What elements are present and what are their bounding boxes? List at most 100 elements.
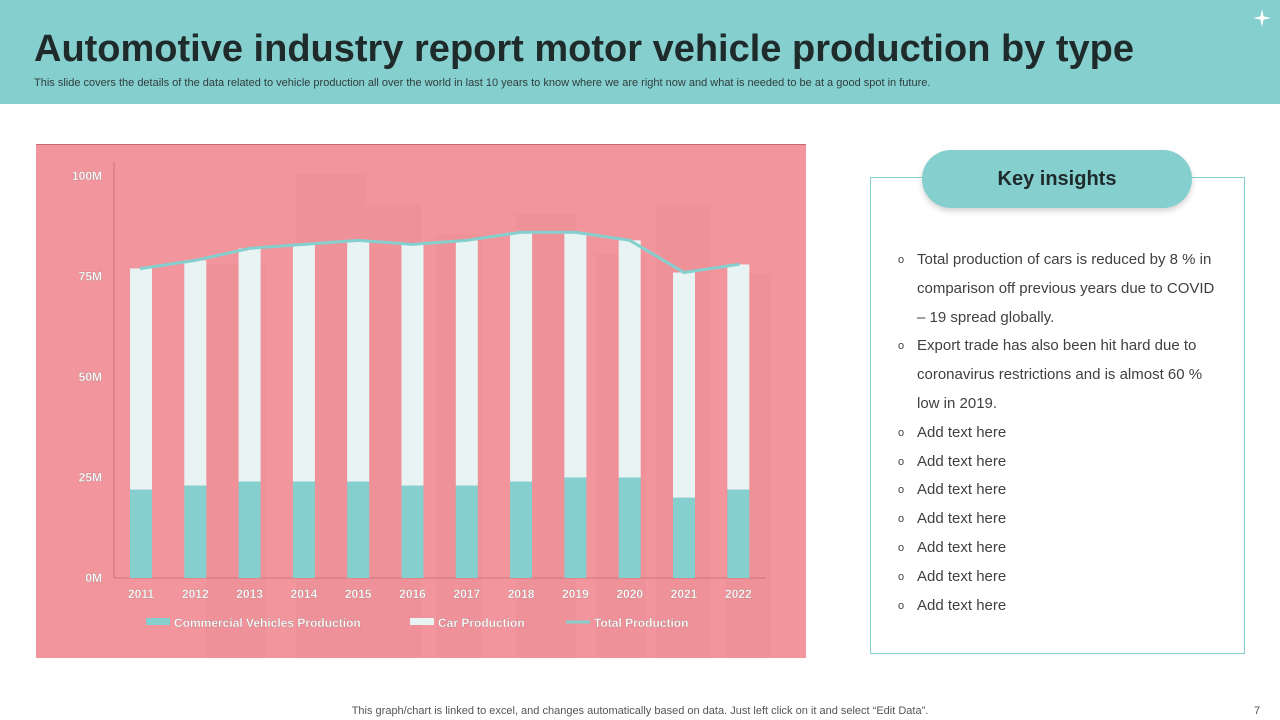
commercial-bar bbox=[564, 477, 587, 578]
car-bar bbox=[238, 248, 261, 482]
car-bar bbox=[510, 232, 533, 482]
y-tick-label: 75M bbox=[79, 270, 102, 284]
total-production-line bbox=[140, 230, 739, 274]
page-number: 7 bbox=[1254, 705, 1261, 717]
insight-item: o Add text here bbox=[898, 505, 1218, 534]
legend-swatch bbox=[410, 618, 434, 625]
page-subtitle: This slide covers the details of the dat… bbox=[34, 77, 931, 89]
insight-text: Add text here bbox=[917, 567, 1007, 585]
commercial-bar bbox=[401, 485, 424, 578]
sparkle-icon bbox=[1253, 9, 1271, 27]
insights-title: Key insights bbox=[997, 167, 1117, 190]
production-chart: 0M 25M 50M 75M 100M 2011 2012 2013 2014 2015 2016 2… bbox=[72, 162, 771, 658]
commercial-bar bbox=[455, 485, 478, 578]
legend-label: Total Production bbox=[594, 616, 688, 630]
y-tick-label: 50M bbox=[79, 370, 102, 384]
bullet-circle-icon: o bbox=[898, 541, 905, 554]
bullet-circle-icon: o bbox=[898, 570, 905, 583]
car-bar bbox=[130, 268, 152, 490]
insight-item: o Add text here bbox=[898, 419, 1218, 448]
insight-text: Export trade has also been hit hard due … bbox=[917, 337, 1203, 412]
commercial-bar bbox=[727, 489, 750, 578]
insight-item: o Add text here bbox=[898, 534, 1218, 563]
x-tick-label: 2016 bbox=[399, 587, 426, 601]
insight-text: Add text here bbox=[917, 452, 1007, 470]
x-tick-label: 2012 bbox=[182, 587, 209, 601]
car-bar bbox=[673, 272, 695, 498]
chart-border bbox=[36, 144, 806, 145]
header-bar: Automotive industry report motor vehicle… bbox=[0, 0, 1280, 104]
total-production-point bbox=[628, 238, 632, 242]
commercial-bar bbox=[510, 481, 533, 578]
bullet-circle-icon: o bbox=[898, 455, 905, 468]
bullet-circle-icon: o bbox=[898, 484, 905, 497]
x-tick-label: 2019 bbox=[562, 587, 589, 601]
insights-heading: Key insights bbox=[922, 150, 1192, 208]
car-bar bbox=[455, 240, 478, 486]
x-tick-label: 2018 bbox=[508, 587, 535, 601]
total-production-point bbox=[682, 270, 686, 274]
car-bar bbox=[727, 264, 750, 490]
x-tick-label: 2013 bbox=[236, 587, 263, 601]
commercial-bar bbox=[292, 481, 315, 578]
car-bar bbox=[618, 240, 641, 478]
insight-item: o Add text here bbox=[898, 448, 1218, 477]
commercial-bar bbox=[673, 497, 695, 578]
total-production-point bbox=[193, 258, 197, 262]
y-tick-label: 25M bbox=[79, 471, 102, 485]
total-production-point bbox=[519, 230, 523, 234]
legend-label: Car Production bbox=[438, 616, 525, 630]
insights-panel bbox=[870, 177, 1245, 654]
commercial-bar bbox=[130, 489, 152, 578]
x-tick-label: 2020 bbox=[616, 587, 643, 601]
total-production-point bbox=[139, 266, 143, 270]
total-production-point bbox=[302, 242, 306, 246]
car-bar bbox=[564, 232, 587, 478]
x-tick-label: 2022 bbox=[725, 587, 752, 601]
x-tick-label: 2021 bbox=[671, 587, 698, 601]
insight-item: o Add text here bbox=[898, 476, 1218, 505]
x-tick-label: 2015 bbox=[345, 587, 372, 601]
bullet-circle-icon: o bbox=[898, 599, 905, 612]
car-bar bbox=[401, 244, 424, 486]
car-bar bbox=[347, 240, 370, 482]
insight-text: Add text here bbox=[917, 596, 1007, 614]
insight-text: Add text here bbox=[917, 510, 1007, 528]
commercial-bar bbox=[347, 481, 370, 578]
total-production-point bbox=[356, 238, 360, 242]
footer-note-text: This graph/chart is linked to excel, and… bbox=[351, 705, 929, 717]
insight-text: Add text here bbox=[917, 538, 1007, 556]
page-title: Automotive industry report motor vehicle… bbox=[34, 28, 1134, 70]
bullet-circle-icon: o bbox=[898, 426, 905, 439]
legend-label: Commercial Vehicles Production bbox=[174, 616, 361, 630]
y-tick-label: 0M bbox=[85, 571, 102, 585]
legend-swatch bbox=[146, 618, 170, 625]
insight-text: Total production of cars is reduced by 8… bbox=[917, 251, 1215, 326]
commercial-bar bbox=[238, 481, 261, 578]
total-production-point bbox=[248, 246, 252, 250]
footer-note: This graph/chart is linked to excel, and… bbox=[0, 705, 1280, 717]
bullet-circle-icon: o bbox=[898, 513, 905, 526]
bullet-circle-icon: o bbox=[898, 254, 905, 266]
insight-item: o Add text here bbox=[898, 592, 1218, 621]
car-bar bbox=[184, 260, 207, 486]
total-production-point bbox=[411, 242, 414, 246]
insights-list: o Total production of cars is reduced by … bbox=[898, 246, 1218, 620]
y-tick-label: 100M bbox=[72, 169, 102, 183]
insight-text: Add text here bbox=[917, 481, 1007, 499]
total-production-point bbox=[573, 230, 577, 234]
bullet-circle-icon: o bbox=[898, 340, 905, 353]
x-tick-label: 2011 bbox=[128, 587, 154, 601]
insight-item: o Total production of cars is reduced by … bbox=[898, 246, 1218, 332]
x-tick-label: 2014 bbox=[291, 587, 318, 601]
commercial-bar bbox=[184, 485, 207, 578]
insight-item: o Export trade has also been hit hard due… bbox=[898, 332, 1218, 418]
insight-item: o Add text here bbox=[898, 563, 1218, 592]
commercial-bar bbox=[618, 477, 641, 578]
insight-text: Add text here bbox=[917, 423, 1007, 441]
total-production-point bbox=[465, 238, 469, 242]
total-production-point bbox=[736, 262, 740, 266]
chart-container[interactable]: 0M 25M 50M 75M 100M 2011 2012 2013 2014 2015 2016 2… bbox=[36, 144, 806, 658]
x-tick-label: 2017 bbox=[453, 587, 480, 601]
car-bar bbox=[292, 244, 315, 482]
